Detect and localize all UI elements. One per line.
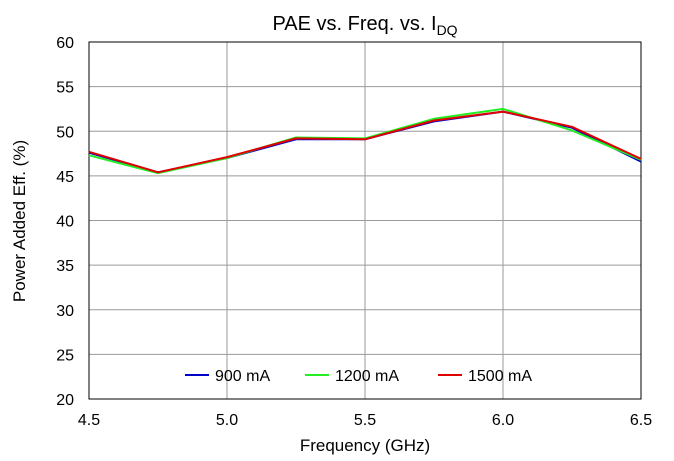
x-tick-label: 6.0 [492, 412, 514, 429]
y-axis-ticks: 20 25 30 35 40 45 50 55 60 [56, 35, 74, 409]
series-line-1500-ma [88, 110, 642, 174]
x-tick-label: 6.5 [630, 412, 652, 429]
x-axis-ticks: 4.5 5.0 5.5 6.0 6.5 [78, 412, 652, 429]
y-tick-label: 20 [56, 392, 74, 409]
series-layer [88, 107, 642, 175]
y-tick-label: 25 [56, 347, 74, 364]
y-tick-label: 60 [56, 35, 74, 52]
grid [89, 42, 641, 399]
y-tick-label: 50 [56, 124, 74, 141]
y-tick-label: 45 [56, 169, 74, 186]
y-tick-label: 30 [56, 303, 74, 320]
x-tick-label: 5.5 [354, 412, 376, 429]
legend-label: 1200 mA [335, 368, 399, 385]
legend-label: 1500 mA [468, 368, 532, 385]
chart-title: PAE vs. Freq. vs. IDQ [272, 13, 457, 38]
y-axis-label: Power Added Eff. (%) [10, 140, 29, 302]
x-axis-label: Frequency (GHz) [300, 436, 430, 455]
x-tick-label: 4.5 [78, 412, 100, 429]
legend: 900 mA 1200 mA 1500 mA [185, 368, 532, 385]
y-tick-label: 40 [56, 214, 74, 231]
y-tick-label: 55 [56, 80, 74, 97]
y-tick-label: 35 [56, 258, 74, 275]
plot-frame [88, 41, 642, 400]
legend-label: 900 mA [215, 368, 270, 385]
x-tick-label: 5.0 [216, 412, 238, 429]
